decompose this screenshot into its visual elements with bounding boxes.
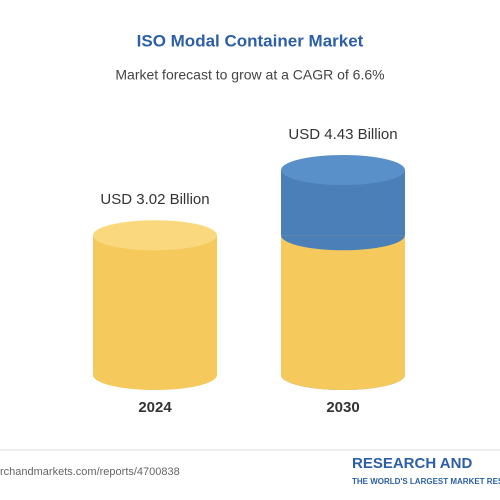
cylinder-bottom [281,360,405,390]
source: rchandmarkets.com/reports/4700838 [0,466,180,478]
cylinder-top [93,220,217,251]
cylinder-top [281,155,405,185]
logo-tagline: THE WORLD'S LARGEST MARKET RESEARCH STOR… [352,477,500,486]
bar [93,235,217,375]
value-label: USD 3.02 Billion [100,191,209,208]
x-tick-label: 2024 [138,399,172,416]
segment-edge [281,235,405,251]
chart-subtitle: Market forecast to grow at a CAGR of 6.6… [115,67,384,83]
logo: RESEARCH AND [352,455,472,472]
x-tick-label: 2030 [326,399,359,416]
chart-title: ISO Modal Container Market [137,31,364,50]
bar-base-part [281,235,405,375]
value-label: USD 4.43 Billion [288,126,397,143]
